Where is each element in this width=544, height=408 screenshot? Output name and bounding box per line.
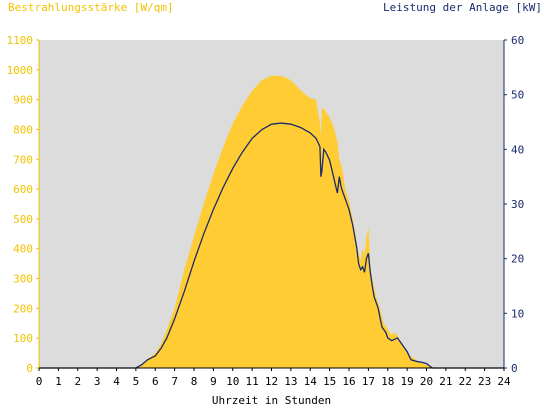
y-right-tick-label: 50 [511, 89, 524, 102]
x-tick-label: 21 [439, 375, 452, 388]
y-right-tick-label: 20 [511, 253, 524, 266]
y-right-tick-label: 40 [511, 143, 524, 156]
x-tick-label: 9 [210, 375, 217, 388]
y-left-tick-label: 700 [13, 153, 33, 166]
irradiance-area [39, 75, 504, 368]
x-tick-label: 11 [246, 375, 259, 388]
x-tick-label: 10 [226, 375, 239, 388]
power-line [39, 122, 504, 369]
x-tick-label: 20 [420, 375, 433, 388]
x-tick-label: 2 [74, 375, 81, 388]
x-tick-label: 8 [191, 375, 198, 388]
y-right-tick-label: 10 [511, 307, 524, 320]
left-axis-title: Bestrahlungsstärke [W/qm] [8, 1, 174, 14]
x-tick-label: 22 [459, 375, 472, 388]
x-tick-label: 14 [304, 375, 318, 388]
y-left-tick-label: 800 [13, 123, 33, 136]
x-axis-label: Uhrzeit in Stunden [212, 394, 331, 407]
x-tick-label: 12 [265, 375, 278, 388]
x-tick-label: 5 [133, 375, 140, 388]
y-right-tick-label: 60 [511, 34, 524, 47]
x-tick-label: 1 [55, 375, 62, 388]
x-tick-label: 7 [171, 375, 178, 388]
y-left-tick-label: 900 [13, 94, 33, 107]
right-axis-title: Leistung der Anlage [kW] [383, 1, 542, 14]
x-tick-label: 4 [113, 375, 120, 388]
x-tick-label: 15 [323, 375, 336, 388]
x-tick-label: 17 [362, 375, 375, 388]
x-tick-label: 3 [94, 375, 101, 388]
x-tick-label: 18 [381, 375, 394, 388]
y-left-tick-label: 1000 [7, 64, 34, 77]
x-tick-label: 19 [401, 375, 414, 388]
x-tick-label: 13 [284, 375, 297, 388]
y-left-tick-label: 600 [13, 183, 33, 196]
y-left-tick-label: 200 [13, 302, 33, 315]
y-left-tick-label: 500 [13, 213, 33, 226]
x-tick-label: 6 [152, 375, 159, 388]
x-tick-label: 24 [497, 375, 511, 388]
y-right-tick-label: 0 [511, 362, 518, 375]
x-tick-label: 23 [478, 375, 491, 388]
x-tick-label: 0 [36, 375, 43, 388]
y-left-tick-label: 400 [13, 243, 33, 256]
y-left-tick-label: 100 [13, 332, 33, 345]
y-left-tick-label: 300 [13, 273, 33, 286]
y-right-tick-label: 30 [511, 198, 524, 211]
y-left-tick-label: 1100 [7, 34, 34, 47]
y-left-tick-label: 0 [26, 362, 33, 375]
x-tick-label: 16 [342, 375, 355, 388]
